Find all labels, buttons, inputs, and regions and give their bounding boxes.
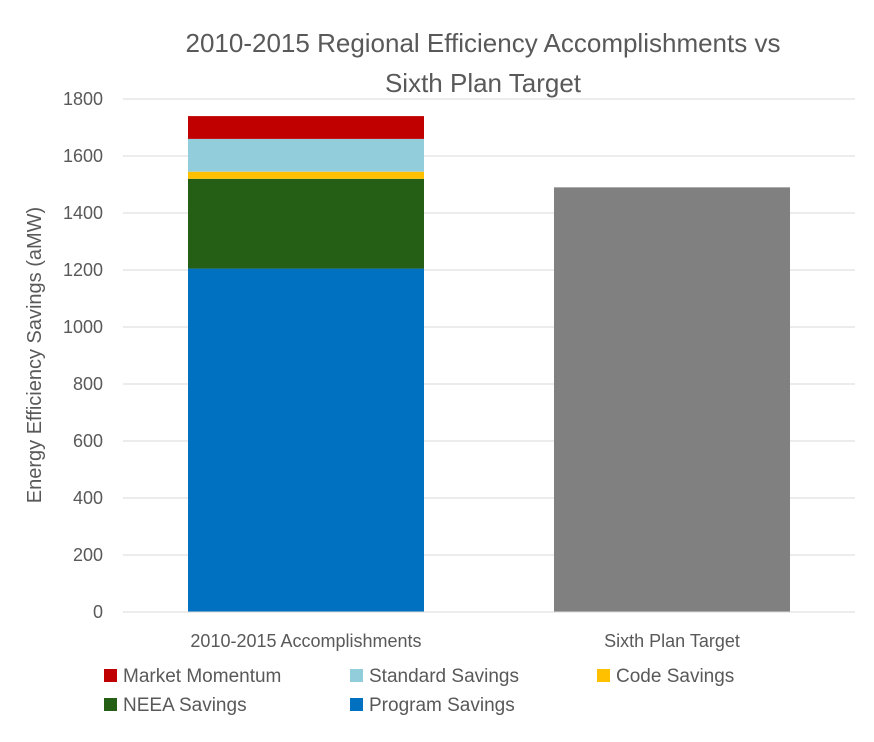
y-axis-ticks: 0 200 400 600 800 1000 1200 1400 1600 1800 [63,89,103,622]
chart-title-line-1: 2010-2015 Regional Efficiency Accomplish… [186,28,781,58]
legend-item-standard-savings: Standard Savings [350,666,519,687]
y-tick-label: 1800 [63,89,103,109]
y-tick-label: 0 [93,602,103,622]
legend-swatch [350,698,363,711]
legend-label: Standard Savings [369,666,519,687]
y-tick-label: 200 [73,545,103,565]
y-tick-label: 600 [73,431,103,451]
bar-code-savings-0 [188,171,424,179]
y-tick-label: 1000 [63,317,103,337]
legend-item-neea-savings: NEEA Savings [104,695,247,716]
x-tick-label: Sixth Plan Target [604,631,740,651]
bars [188,116,790,612]
x-axis-ticks: 2010-2015 Accomplishments Sixth Plan Targ… [190,631,739,651]
legend-label: Program Savings [369,695,515,716]
legend-item-code-savings: Code Savings [597,666,734,687]
legend-label: Code Savings [616,666,734,687]
y-axis-title: Energy Efficiency Savings (aMW) [24,207,46,503]
y-tick-label: 1200 [63,260,103,280]
bar-standard-savings-0 [188,138,424,172]
legend-swatch [104,669,117,682]
bar-program-savings-0 [188,268,424,612]
y-tick-label: 1600 [63,146,103,166]
legend-item-program-savings: Program Savings [350,695,515,716]
chart-title-line-2: Sixth Plan Target [385,68,582,98]
y-tick-label: 800 [73,374,103,394]
legend-item-market-momentum: Market Momentum [104,666,281,687]
bar-market-momentum-0 [188,116,424,139]
legend-swatch [597,669,610,682]
legend-label: Market Momentum [123,666,281,687]
bar-neea-savings-0 [188,178,424,269]
legend-label: NEEA Savings [123,695,247,716]
bar-target-1 [554,187,790,612]
x-tick-label: 2010-2015 Accomplishments [190,631,421,651]
legend: Market Momentum Standard Savings Code Savi… [104,666,734,716]
y-tick-label: 400 [73,488,103,508]
chart-title: 2010-2015 Regional Efficiency Accomplish… [186,28,781,98]
y-tick-label: 1400 [63,203,103,223]
legend-swatch [350,669,363,682]
legend-swatch [104,698,117,711]
